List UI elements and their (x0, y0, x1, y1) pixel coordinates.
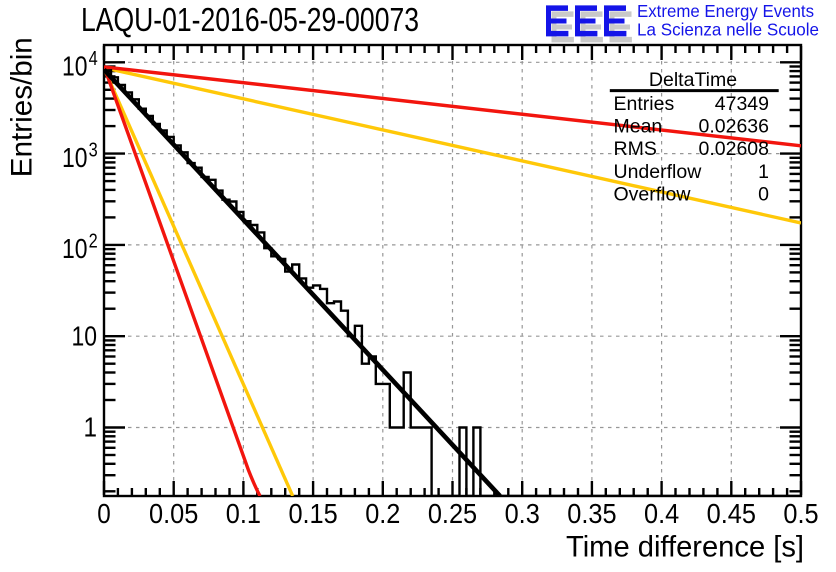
svg-text:3: 3 (89, 139, 98, 161)
svg-text:0.1: 0.1 (226, 498, 261, 529)
svg-text:Overflow: Overflow (614, 183, 692, 205)
svg-text:Time difference [s]: Time difference [s] (566, 530, 804, 563)
svg-text:0.4: 0.4 (644, 498, 679, 529)
svg-text:DeltaTime: DeltaTime (649, 69, 737, 91)
svg-text:Entries: Entries (614, 93, 675, 115)
svg-text:10: 10 (72, 320, 98, 351)
svg-text:0.02636: 0.02636 (699, 116, 770, 138)
svg-text:1: 1 (84, 412, 98, 443)
svg-text:47349: 47349 (715, 93, 769, 115)
svg-text:LAQU-01-2016-05-29-00073: LAQU-01-2016-05-29-00073 (81, 1, 419, 38)
svg-text:1: 1 (758, 161, 769, 183)
svg-text:0.2: 0.2 (365, 498, 400, 529)
svg-text:10: 10 (62, 142, 88, 173)
svg-text:10: 10 (62, 51, 88, 82)
svg-text:Underflow: Underflow (614, 161, 703, 183)
svg-text:0.45: 0.45 (707, 498, 756, 529)
svg-text:Extreme Energy Events: Extreme Energy Events (637, 1, 814, 21)
svg-text:0: 0 (758, 183, 769, 205)
svg-text:0.15: 0.15 (288, 498, 337, 529)
svg-text:4: 4 (89, 48, 98, 70)
svg-text:La Scienza nelle Scuole: La Scienza nelle Scuole (637, 20, 819, 40)
svg-text:RMS: RMS (614, 138, 657, 160)
svg-text:0: 0 (97, 498, 111, 529)
svg-text:10: 10 (62, 233, 88, 264)
svg-text:Entries/bin: Entries/bin (6, 37, 39, 177)
svg-text:0.25: 0.25 (428, 498, 477, 529)
svg-text:Mean: Mean (614, 116, 663, 138)
svg-text:0.35: 0.35 (567, 498, 616, 529)
svg-text:0.5: 0.5 (783, 498, 818, 529)
svg-text:2: 2 (89, 231, 98, 253)
svg-text:0.3: 0.3 (505, 498, 540, 529)
svg-text:0.02608: 0.02608 (699, 138, 770, 160)
svg-text:0.05: 0.05 (149, 498, 198, 529)
